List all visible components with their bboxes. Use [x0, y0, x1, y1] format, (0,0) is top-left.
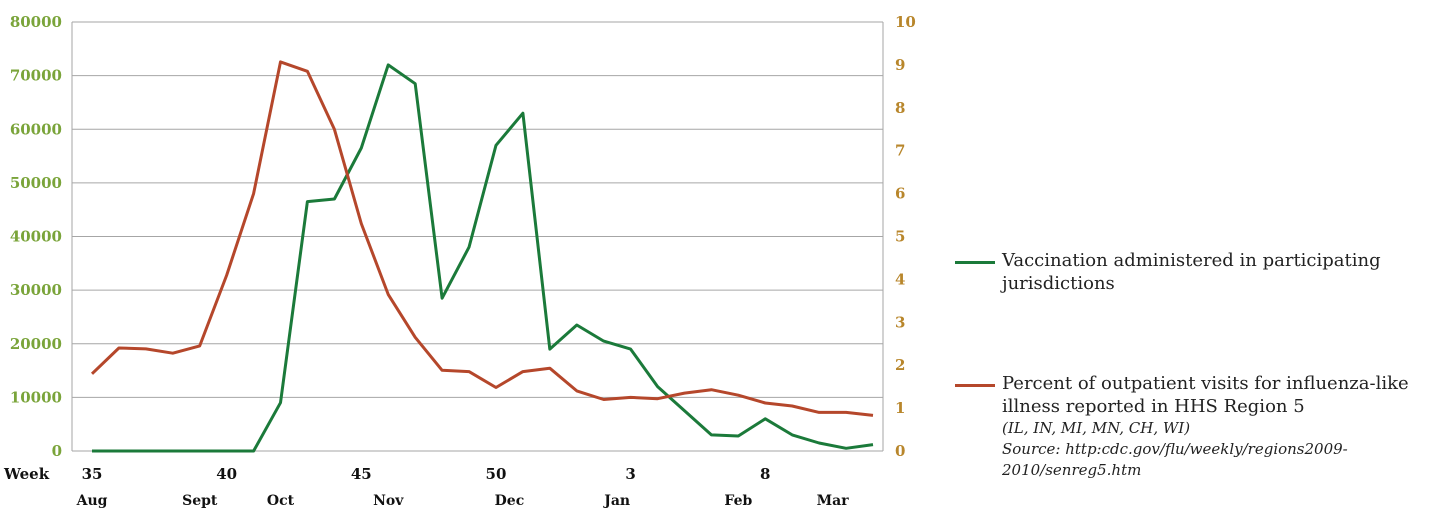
left-y-tick-label: 80000	[10, 13, 62, 31]
series-lines	[90, 60, 874, 453]
x-tick-label: 35	[82, 465, 103, 483]
month-label: Sept	[182, 493, 218, 509]
left-y-tick-label: 70000	[10, 67, 62, 85]
right-y-tick-label: 0	[895, 442, 905, 460]
right-y-tick-label: 5	[895, 228, 905, 246]
left-y-axis: 0 10000 20000 30000 40000 50000 60000 70000 8000…	[10, 13, 62, 460]
month-label: Dec	[495, 493, 525, 509]
left-y-tick-label: 0	[52, 442, 62, 460]
ili-legend-swatch	[955, 384, 995, 387]
left-y-tick-label: 50000	[10, 174, 62, 192]
right-y-tick-label: 7	[895, 142, 905, 160]
right-y-tick-label: 2	[895, 356, 905, 374]
right-y-tick-label: 6	[895, 185, 905, 203]
x-tick-label: 8	[760, 465, 770, 483]
left-y-tick-label: 40000	[10, 228, 62, 246]
vaccination-legend-swatch	[955, 261, 995, 264]
right-y-tick-label: 1	[895, 399, 905, 417]
x-axis: Week 35 40 45 50 3 8 Aug Sept Oct Nov Dec Jan Feb Mar	[3, 465, 849, 509]
legend-entry-ili: Percent of outpatient visits for influen…	[955, 372, 1425, 481]
x-tick-label: 45	[351, 465, 372, 483]
right-y-axis: 0 1 2 3 4 5 6 7 8 9 10	[895, 13, 916, 460]
month-label: Feb	[724, 493, 752, 509]
x-tick-label: 50	[486, 465, 507, 483]
dual-axis-line-chart: 0 10000 20000 30000 40000 50000 60000 70000 8000…	[3, 13, 916, 509]
vaccination-legend-label: Vaccination administered in participatin…	[1002, 250, 1381, 294]
month-label: Oct	[267, 493, 295, 509]
month-label: Mar	[817, 493, 850, 509]
right-y-tick-label: 9	[895, 56, 905, 74]
right-y-tick-label: 8	[895, 99, 905, 117]
x-tick-label: 40	[216, 465, 237, 483]
ili-series-line	[90, 60, 874, 417]
ili-legend-label: Percent of outpatient visits for influen…	[1002, 373, 1409, 417]
left-y-tick-label: 20000	[10, 335, 62, 353]
month-label: Nov	[373, 493, 404, 509]
states-note: (IL, IN, MI, MN, CH, WI)	[1002, 419, 1191, 437]
x-axis-prefix: Week	[3, 465, 50, 483]
month-label: Jan	[602, 493, 630, 509]
x-tick-label: 3	[625, 465, 635, 483]
vaccination-series-line	[92, 63, 874, 453]
source-note: Source: http:cdc.gov/flu/weekly/regions2…	[1002, 440, 1348, 479]
right-y-tick-label: 10	[895, 13, 916, 31]
right-y-tick-label: 3	[895, 313, 905, 331]
right-y-tick-label: 4	[895, 270, 905, 288]
month-label: Aug	[76, 493, 108, 509]
left-y-tick-label: 60000	[10, 120, 62, 138]
gridlines	[71, 21, 884, 452]
left-y-tick-label: 30000	[10, 281, 62, 299]
left-y-tick-label: 10000	[10, 388, 62, 406]
legend-entry-vaccination: Vaccination administered in participatin…	[955, 249, 1425, 295]
